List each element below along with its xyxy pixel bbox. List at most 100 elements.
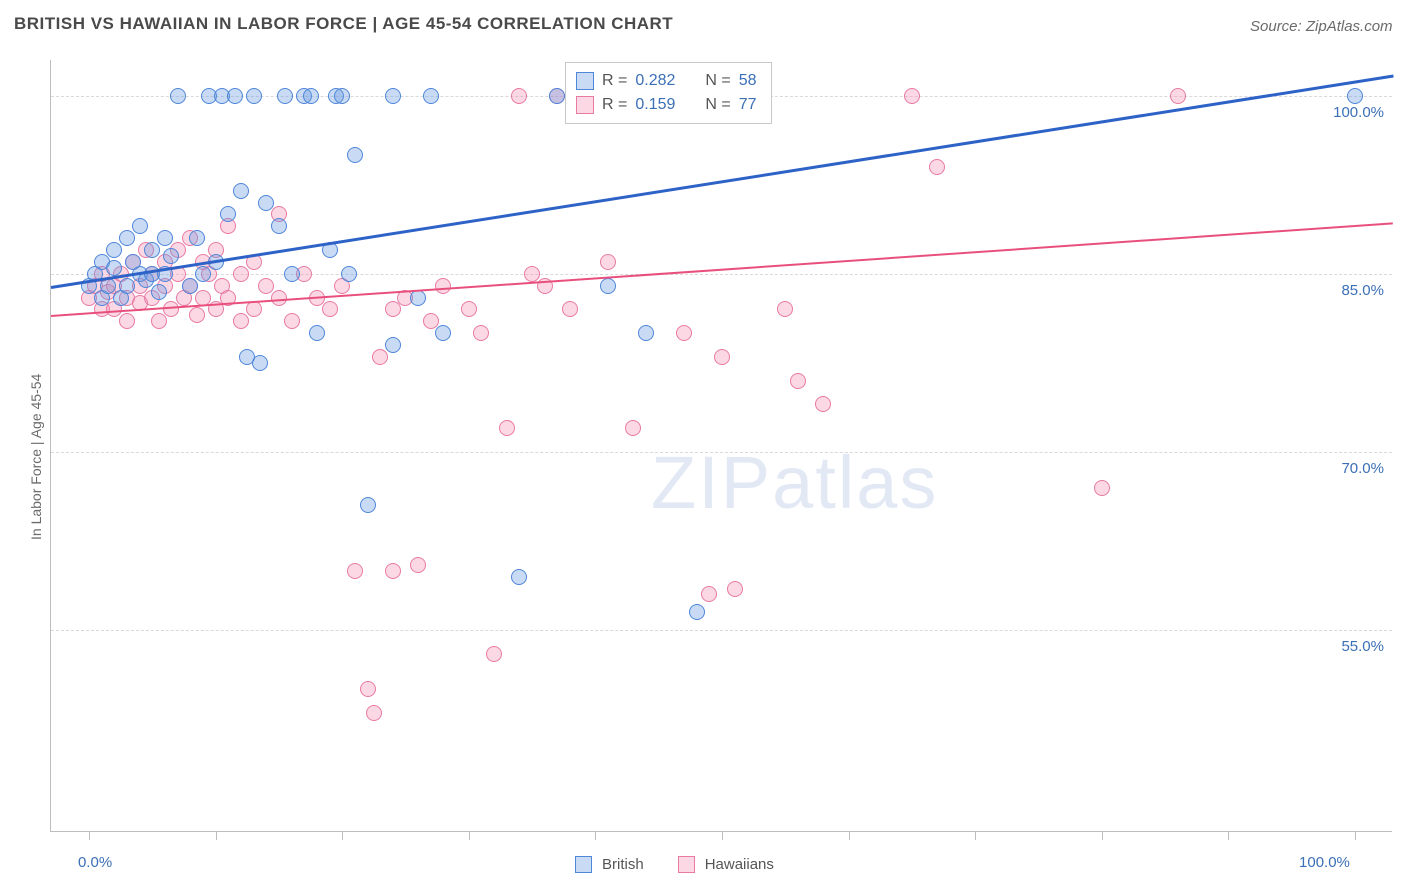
british-point xyxy=(157,230,173,246)
x-tick xyxy=(469,831,470,840)
british-point xyxy=(309,325,325,341)
series-swatch xyxy=(575,856,592,873)
legend-n-value: 77 xyxy=(739,96,757,114)
hawaiians-point xyxy=(499,420,515,436)
legend-n-value: 58 xyxy=(739,72,757,90)
hawaiians-point xyxy=(461,301,477,317)
british-point xyxy=(106,260,122,276)
hawaiians-point xyxy=(347,563,363,579)
watermark-zip: ZIP xyxy=(651,441,772,524)
hawaiians-point xyxy=(929,159,945,175)
hawaiians-point xyxy=(714,349,730,365)
x-tick xyxy=(1102,831,1103,840)
hawaiians-point xyxy=(189,307,205,323)
british-point xyxy=(195,266,211,282)
hawaiians-point xyxy=(233,266,249,282)
british-point xyxy=(423,88,439,104)
british-point xyxy=(689,604,705,620)
x-tick xyxy=(342,831,343,840)
x-tick xyxy=(595,831,596,840)
british-point xyxy=(258,195,274,211)
gridline xyxy=(51,630,1392,631)
british-point xyxy=(435,325,451,341)
british-point xyxy=(119,230,135,246)
british-point xyxy=(132,218,148,234)
british-point xyxy=(252,355,268,371)
legend-r-label: R = xyxy=(602,96,627,114)
x-tick xyxy=(89,831,90,840)
british-point xyxy=(106,242,122,258)
hawaiians-point xyxy=(258,278,274,294)
hawaiians-point xyxy=(435,278,451,294)
chart-title: BRITISH VS HAWAIIAN IN LABOR FORCE | AGE… xyxy=(14,14,673,34)
hawaiians-point xyxy=(1094,480,1110,496)
x-tick xyxy=(1355,831,1356,840)
hawaiians-point xyxy=(322,301,338,317)
series-label: British xyxy=(602,856,644,873)
hawaiians-point xyxy=(777,301,793,317)
legend-swatch xyxy=(576,72,594,90)
x-tick xyxy=(975,831,976,840)
hawaiians-point xyxy=(385,563,401,579)
legend-n-label: N = xyxy=(705,96,730,114)
british-point xyxy=(170,88,186,104)
legend-swatch xyxy=(576,96,594,114)
scatter-plot-area: ZIPatlas 55.0%70.0%85.0%100.0% xyxy=(50,60,1392,832)
hawaiians-point xyxy=(385,301,401,317)
hawaiians-point xyxy=(410,557,426,573)
series-swatch xyxy=(678,856,695,873)
hawaiians-point xyxy=(473,325,489,341)
series-legend: British Hawaiians xyxy=(575,856,798,873)
source-attribution: Source: ZipAtlas.com xyxy=(1250,18,1393,35)
british-point xyxy=(182,278,198,294)
british-point xyxy=(163,248,179,264)
hawaiians-point xyxy=(524,266,540,282)
hawaiians-point xyxy=(271,290,287,306)
watermark-atlas: atlas xyxy=(772,441,938,524)
british-point xyxy=(360,497,376,513)
y-tick-label: 100.0% xyxy=(1333,104,1384,121)
legend-row: R =0.159N =77 xyxy=(576,93,757,117)
hawaiians-point xyxy=(423,313,439,329)
british-point xyxy=(271,218,287,234)
british-point xyxy=(303,88,319,104)
x-tick xyxy=(722,831,723,840)
british-point xyxy=(144,242,160,258)
hawaiians-point xyxy=(904,88,920,104)
legend-n-label: N = xyxy=(705,72,730,90)
correlation-legend: R =0.282N =58R =0.159N =77 xyxy=(565,62,772,124)
gridline xyxy=(51,452,1392,453)
hawaiians-point xyxy=(676,325,692,341)
x-tick xyxy=(216,831,217,840)
british-point xyxy=(511,569,527,585)
hawaiians-point xyxy=(360,681,376,697)
hawaiians-point xyxy=(511,88,527,104)
british-point xyxy=(1347,88,1363,104)
british-point xyxy=(638,325,654,341)
y-tick-label: 55.0% xyxy=(1341,638,1384,655)
hawaiians-point xyxy=(233,313,249,329)
x-tick xyxy=(849,831,850,840)
british-point xyxy=(227,88,243,104)
british-point xyxy=(189,230,205,246)
british-point xyxy=(233,183,249,199)
hawaiians-point xyxy=(246,301,262,317)
british-point xyxy=(549,88,565,104)
hawaiians-point xyxy=(284,313,300,329)
british-point xyxy=(334,88,350,104)
hawaiians-point xyxy=(151,313,167,329)
hawaiians-point xyxy=(600,254,616,270)
british-point xyxy=(119,278,135,294)
series-label: Hawaiians xyxy=(705,856,774,873)
y-tick-label: 85.0% xyxy=(1341,282,1384,299)
hawaiians-point xyxy=(1170,88,1186,104)
hawaiians-point xyxy=(815,396,831,412)
legend-row: R =0.282N =58 xyxy=(576,69,757,93)
x-tick xyxy=(1228,831,1229,840)
hawaiians-point xyxy=(625,420,641,436)
legend-r-value: 0.282 xyxy=(635,72,675,90)
x-tick-label: 100.0% xyxy=(1299,854,1350,871)
british-point xyxy=(385,337,401,353)
hawaiians-point xyxy=(366,705,382,721)
hawaiians-point xyxy=(119,313,135,329)
